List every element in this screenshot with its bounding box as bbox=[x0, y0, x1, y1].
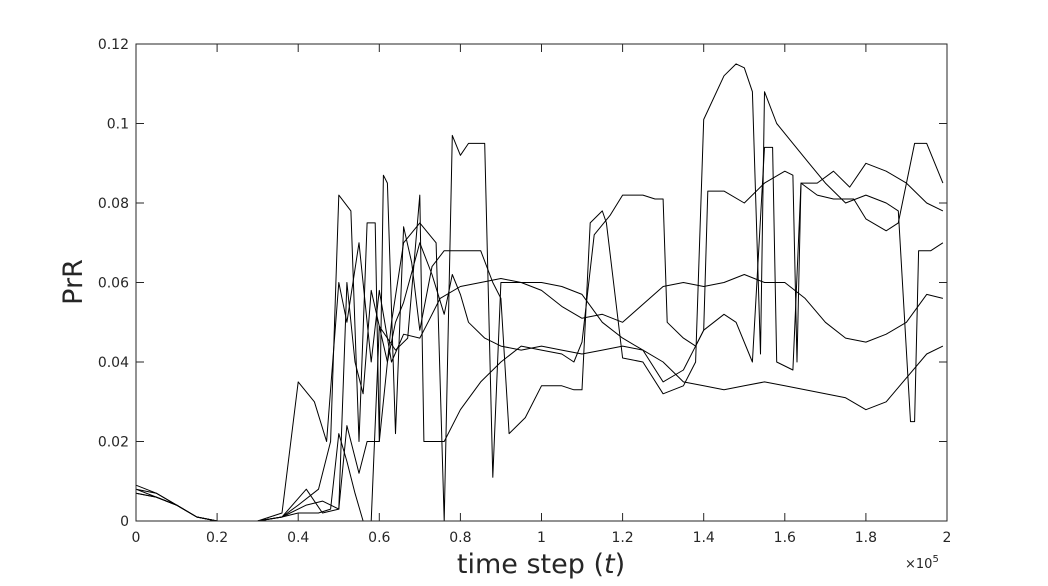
x-axis-label-variable: t bbox=[604, 549, 616, 580]
series-line-3 bbox=[135, 142, 944, 522]
y-tick-label: 0.04 bbox=[98, 355, 129, 371]
x-tick-label: 1.8 bbox=[855, 530, 877, 546]
y-tick-label: 0.06 bbox=[98, 276, 129, 292]
x-tick-label: 1.4 bbox=[693, 530, 715, 546]
x-tick-label: 0.6 bbox=[368, 530, 390, 546]
series-line-5 bbox=[135, 134, 944, 522]
x-tick-label: 0.8 bbox=[449, 530, 471, 546]
x-tick-label: 0 bbox=[132, 530, 141, 546]
y-axis-label: PrR bbox=[58, 259, 89, 305]
series-layer bbox=[135, 63, 944, 522]
x-tick-label: 2 bbox=[943, 530, 952, 546]
x-tick-label: 1.2 bbox=[611, 530, 633, 546]
y-axis-ticks: 0 0.02 0.04 0.06 0.08 0.1 0.12 bbox=[98, 37, 947, 530]
x-tick-label: 1.6 bbox=[774, 530, 796, 546]
y-tick-label: 0.08 bbox=[98, 196, 129, 212]
series-line-4 bbox=[135, 242, 944, 522]
x-axis-label: time step (t) bbox=[457, 549, 625, 580]
x-tick-label: 0.4 bbox=[287, 530, 309, 546]
y-tick-label: 0.12 bbox=[98, 37, 129, 53]
y-tick-label: 0.02 bbox=[98, 435, 129, 451]
x-tick-label: 0.2 bbox=[206, 530, 228, 546]
x-tick-label: 1 bbox=[537, 530, 546, 546]
y-tick-label: 0.1 bbox=[107, 117, 129, 133]
y-tick-label: 0 bbox=[120, 514, 129, 530]
series-line-1 bbox=[135, 242, 944, 522]
x-axis-exponent: ×105 bbox=[905, 554, 939, 572]
x-axis-ticks: 0 0.2 0.4 0.6 0.8 1 1.2 1.4 1.6 1.8 2 bbox=[132, 44, 952, 546]
series-line-2 bbox=[135, 63, 944, 522]
